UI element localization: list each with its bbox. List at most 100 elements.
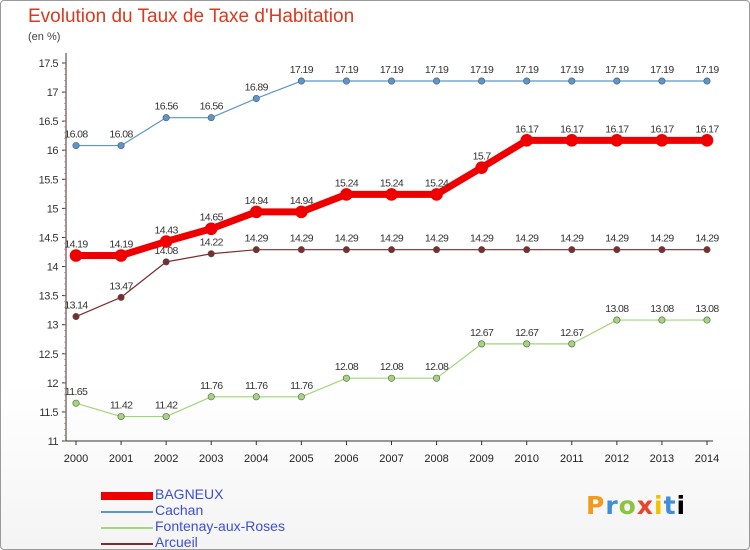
data-point [207,250,215,258]
data-label: 15.7 [473,151,492,163]
data-label: 11.76 [200,380,223,392]
data-point [72,313,80,321]
data-point [475,161,488,174]
data-label: 16.17 [560,123,584,135]
data-point [159,235,173,248]
logo-letter: o [618,491,637,520]
data-label: 14.29 [650,233,674,245]
data-label: 17.19 [650,64,674,76]
data-label: 12.08 [425,361,449,373]
data-point [72,142,80,150]
x-tick-label: 2000 [64,453,88,465]
data-label: 14.29 [560,233,584,245]
data-point [387,374,395,382]
data-point [655,134,669,147]
data-label: 14.29 [695,233,719,245]
data-label: 14.29 [380,233,404,245]
data-label: 16.17 [650,123,674,135]
data-point [613,246,621,254]
y-tick-label: 12 [47,378,59,390]
data-point [297,393,305,401]
x-tick-label: 2008 [424,453,448,465]
data-point [523,340,531,348]
data-point [207,114,215,122]
data-label: 16.17 [605,123,629,135]
data-point [387,246,395,254]
y-tick-label: 17 [47,87,59,99]
data-point [703,246,711,254]
series-line [75,80,708,147]
data-point [204,222,218,236]
data-label: 13.47 [109,280,133,292]
data-label: 13.08 [695,303,719,315]
x-tick-label: 2011 [560,453,584,465]
x-tick-label: 2002 [154,453,178,465]
chart-title: Evolution du Taux de Taxe d'Habitation [28,6,355,27]
data-label: 14.29 [515,233,539,245]
data-point [478,340,486,348]
data-label: 17.19 [605,64,629,76]
data-label: 17.19 [695,64,719,76]
series-bagneux: 14.19 14.19 14.43 14.65 14.94 14.94 15.24 15.24… [64,123,720,262]
y-tick-label: 16 [47,145,59,157]
x-tick-label: 2014 [695,453,719,465]
legend-swatch [101,527,153,529]
data-label: 14.22 [200,237,224,249]
data-label: 14.94 [245,195,269,207]
y-tick-label: 17.5 [39,58,59,70]
data-label: 11.76 [245,380,268,392]
data-label: 14.29 [335,233,359,245]
x-tick-label: 2004 [244,453,268,465]
data-point [295,205,308,219]
logo-letter: r [605,491,619,520]
data-point [433,374,441,382]
data-label: 11.42 [110,400,133,412]
data-point [69,249,83,262]
data-label: 11.76 [290,380,313,392]
data-label: 16.08 [109,129,133,141]
legend-label: Cachan [155,502,204,518]
data-label: 14.29 [425,233,449,245]
data-point [565,134,579,147]
data-label: 14.29 [290,233,314,245]
data-label: 11.65 [65,386,88,398]
data-point [252,246,260,254]
series-fontenay-aux-roses: 11.65 11.42 11.42 11.76 11.76 11.76 12.08 12.08… [65,303,720,421]
data-label: 14.08 [155,245,179,257]
data-point [342,374,350,382]
data-label: 12.08 [380,361,404,373]
legend-swatch [101,543,153,545]
data-point [613,77,621,85]
legend-label: Arcueil [155,534,198,550]
x-tick-label: 2010 [514,453,538,465]
data-label: 15.24 [425,177,449,189]
data-label: 14.29 [245,233,269,245]
data-point [162,413,170,421]
data-point [162,258,170,266]
data-point [207,393,215,401]
data-point [297,246,305,254]
data-label: 16.17 [515,123,539,135]
data-label: 13.14 [64,300,88,312]
data-label: 12.67 [515,327,539,339]
legend-label: Fontenay-aux-Roses [155,518,285,534]
data-label: 15.24 [335,177,359,189]
data-label: 17.19 [290,64,314,76]
x-tick-label: 2001 [109,453,133,465]
data-label: 17.19 [515,64,539,76]
data-label: 14.65 [200,212,224,224]
x-tick-label: 2003 [199,453,223,465]
data-label: 17.19 [560,64,584,76]
x-tick-label: 2006 [334,453,358,465]
data-point [523,246,531,254]
data-label: 14.29 [470,233,494,245]
x-tick-label: 2013 [650,453,674,465]
data-label: 16.56 [200,101,224,113]
data-point [252,393,260,401]
data-label: 12.67 [560,327,584,339]
data-point [387,77,395,85]
data-point [700,134,714,147]
data-point [117,293,125,301]
